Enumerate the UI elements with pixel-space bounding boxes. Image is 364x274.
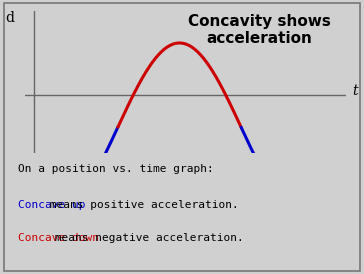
Text: Concave down: Concave down [18, 233, 99, 243]
Text: d: d [5, 11, 14, 25]
Text: means positive acceleration.: means positive acceleration. [43, 200, 239, 210]
Text: t: t [352, 84, 358, 98]
Text: Concavity shows
acceleration: Concavity shows acceleration [188, 14, 331, 46]
Text: On a position vs. time graph:: On a position vs. time graph: [18, 164, 214, 174]
Text: means negative acceleration.: means negative acceleration. [48, 233, 244, 243]
Text: Concave up: Concave up [18, 200, 86, 210]
